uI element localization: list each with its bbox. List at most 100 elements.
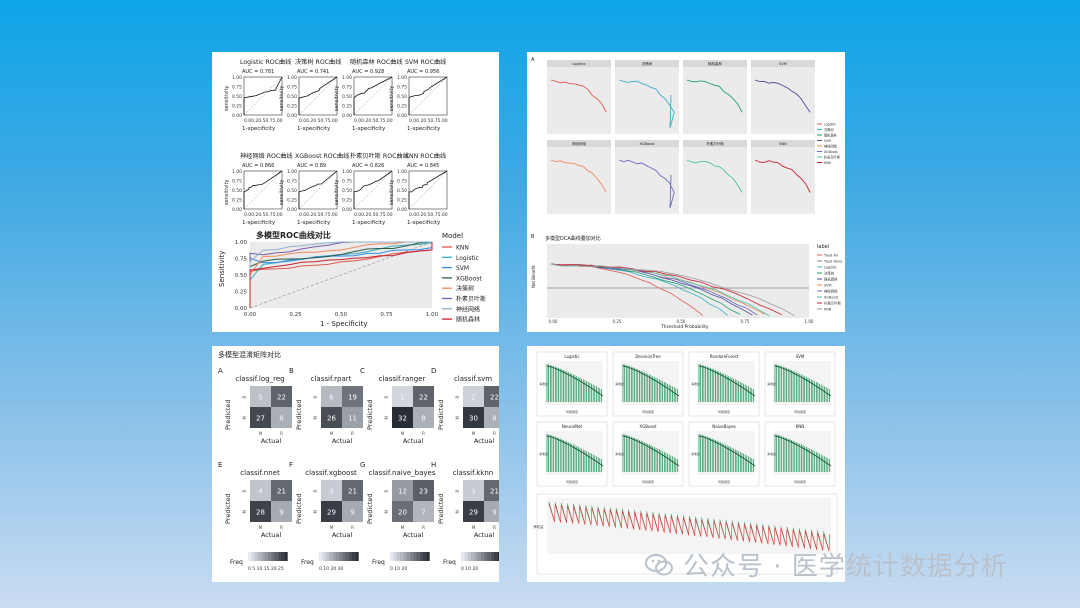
cm-freq-bar — [484, 552, 488, 561]
roc-small-ytick: 0.25 — [397, 198, 407, 204]
cm-cell-value: 11 — [348, 415, 357, 423]
cm-cell-value: 20 — [398, 509, 407, 517]
cm-cell — [392, 501, 413, 522]
cm-freq-label: Freq — [230, 559, 243, 566]
cm-cell — [250, 386, 271, 407]
dca-label-a: A — [531, 57, 535, 63]
roc-small-ytick: 0.25 — [287, 198, 297, 204]
roc-small-xlabel: 1-specificity — [407, 126, 441, 132]
cm-cell — [463, 480, 484, 501]
cm-cell — [321, 407, 342, 428]
roc-small-xlabel: 1-specificity — [297, 126, 331, 132]
nb-facet-title: XGBoost — [639, 424, 657, 429]
cm-cell — [342, 480, 363, 501]
roc-small-diagonal — [353, 170, 393, 210]
cm-cell-value: 23 — [419, 488, 428, 496]
cm-freq-bar — [416, 552, 420, 561]
cm-cell-value: 28 — [256, 509, 265, 517]
cm-letter: G — [360, 461, 365, 469]
roc-small-xlabel: 1-specificity — [242, 126, 276, 132]
roc-small-xticks: 0.00.20.50.75.00 — [299, 212, 338, 218]
dca-b-legend-label: Logistic — [824, 266, 837, 270]
nb-facet-xlabel: 风险阈值 — [718, 479, 730, 484]
roc-small-xticks: 0.00.20.50.75.00 — [244, 212, 283, 218]
cm-class-label: M — [401, 525, 405, 530]
dca-b-legend-label: KNN — [824, 308, 832, 312]
combined-roc-ylabel: Sensitivity — [218, 251, 226, 287]
roc-small-title: SVM ROC曲线 — [405, 58, 446, 66]
roc-small-curve — [298, 170, 338, 209]
dca-facet-plot — [547, 67, 611, 134]
dca-comparison-panel: A Logistic 决策树 随机森林 SVM 神经网络 XGBoost 朴素贝叶斯 KNN … — [527, 52, 845, 332]
cm-class-label: M — [330, 431, 334, 436]
dca-a-legend-label: SVM — [824, 139, 831, 143]
nb-facet-xlabel: 风险阈值 — [794, 409, 806, 414]
nb-facet-curve — [774, 435, 832, 467]
roc-small-curve — [353, 76, 393, 115]
dca-b-xtick: 1.00 — [805, 319, 814, 324]
dca-b-legend-label: XGBoost — [824, 296, 839, 300]
cm-freq-bar — [474, 552, 478, 561]
roc-legend-label: 朴素贝叶斯 — [456, 295, 486, 303]
dca-a-legend-label: 决策树 — [824, 127, 834, 132]
cm-xlabel: Actual — [403, 437, 424, 445]
nb-facet-xlabel: 风险阈值 — [566, 479, 578, 484]
nb-facet-curve — [622, 365, 680, 397]
cm-freq-bar — [325, 552, 329, 561]
nb-facet-xlabel: 风险阈值 — [718, 409, 730, 414]
cm-title: classif.naive_bayes — [369, 469, 436, 477]
roc-small-ytick: 1.00 — [287, 75, 297, 81]
roc-small-curve — [243, 76, 283, 115]
dca-facet-strip — [547, 140, 611, 147]
roc-small-ytick: 0.75 — [287, 85, 297, 91]
cm-freq-bar — [494, 552, 498, 561]
dca-facet-title: XGBoost — [640, 142, 656, 146]
cm-freq-bar — [274, 552, 278, 561]
combined-ylabel: 净收益 — [533, 524, 544, 529]
nb-facet-title: RandomForest — [710, 354, 739, 359]
dca-a-legend-label: 朴素贝叶斯 — [824, 155, 841, 160]
nb-facet-xlabel: 风险阈值 — [642, 479, 654, 484]
cm-cell-value: 6 — [329, 394, 334, 402]
roc-small-auc: AUC = 0.928 — [352, 69, 384, 75]
roc-small-ylabel: sensitivity — [224, 179, 230, 205]
roc-small-ytick: 0.75 — [232, 179, 242, 185]
cm-class-label: R — [422, 431, 425, 436]
cm-freq-bar — [264, 552, 268, 561]
cm-freq-bar — [464, 552, 468, 561]
cm-cell-value: 21 — [348, 488, 357, 496]
cm-class-label: M — [455, 510, 460, 514]
roc-small-ytick: 0.75 — [397, 85, 407, 91]
cm-letter: B — [289, 367, 294, 375]
cm-freq-bar — [328, 552, 333, 561]
roc-small-xlabel: 1-specificity — [352, 126, 386, 132]
roc-small-ytick: 0.75 — [232, 85, 242, 91]
nb-facet-ylabel: 净收益 — [767, 381, 776, 386]
dca-facet-title: 神经网络 — [572, 141, 586, 146]
cm-cell-value: 19 — [348, 394, 357, 402]
dca-facet-title: KNN — [779, 142, 787, 146]
cm-freq-bar — [319, 552, 323, 561]
dca-b-legend-label: Treat All — [823, 254, 838, 258]
cm-freq-label: Freq — [301, 559, 314, 566]
combined-roc-ytick: 0.50 — [235, 273, 248, 279]
cm-freq-bar — [487, 552, 491, 561]
nb-facet-xlabel: 风险阈值 — [566, 409, 578, 414]
cm-freq-bar — [267, 552, 272, 561]
roc-legend-label: XGBoost — [456, 275, 482, 282]
cm-class-label: M — [242, 416, 247, 420]
roc-small-title: 朴素贝叶斯 ROC曲线 — [350, 152, 409, 160]
cm-freq-bar — [335, 552, 339, 561]
roc-small-ytick: 0.75 — [342, 85, 352, 91]
roc-small-ylabel: sensitivity — [224, 85, 230, 111]
cm-freq-bar — [426, 552, 430, 561]
cm-class-label: M — [472, 431, 476, 436]
roc-small-curve — [408, 170, 448, 209]
wechat-icon — [645, 553, 675, 577]
roc-small-curve — [408, 76, 448, 115]
roc-small-title: KNN ROC曲线 — [405, 152, 446, 160]
dca-a-legend-label: KNN — [824, 161, 831, 165]
roc-small-ytick: 0.00 — [287, 113, 297, 119]
cm-cell — [342, 386, 363, 407]
cm-freq-bar — [348, 552, 353, 561]
